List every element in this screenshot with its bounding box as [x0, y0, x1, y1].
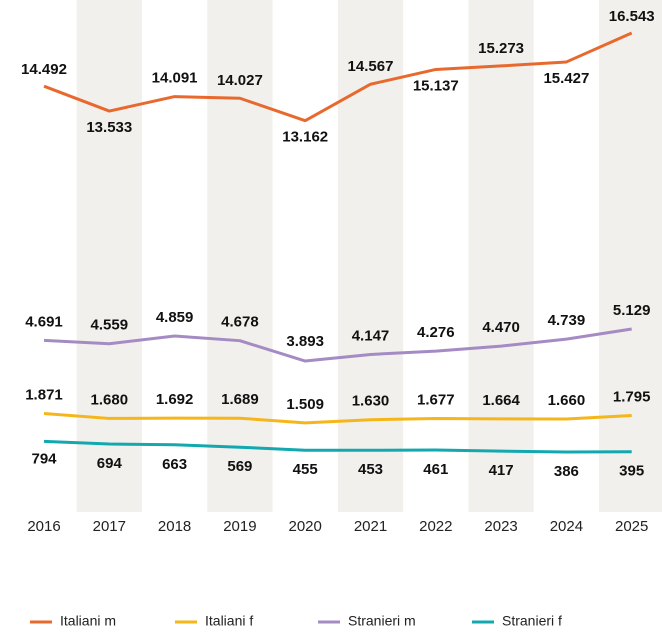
data-label: 4.859 — [156, 309, 194, 326]
legend-label: Stranieri f — [502, 613, 562, 629]
legend-label: Stranieri m — [348, 613, 416, 629]
x-tick-label: 2018 — [158, 518, 191, 535]
data-label: 14.567 — [348, 58, 394, 75]
data-label: 4.470 — [482, 319, 520, 336]
legend-label: Italiani m — [60, 613, 116, 629]
data-label: 694 — [97, 455, 123, 472]
x-tick-label: 2024 — [550, 518, 583, 535]
data-label: 1.664 — [482, 392, 520, 409]
data-label: 1.680 — [91, 391, 129, 408]
series-line — [43, 327, 632, 363]
data-label: 461 — [423, 461, 448, 478]
x-tick-label: 2023 — [484, 518, 517, 535]
data-label: 663 — [162, 456, 187, 473]
data-label: 794 — [31, 450, 57, 467]
data-label: 1.689 — [221, 391, 259, 408]
series-line — [43, 31, 633, 123]
data-label: 4.147 — [352, 327, 390, 344]
series-line — [43, 411, 632, 425]
x-tick-label: 2021 — [354, 518, 387, 535]
data-label: 16.543 — [609, 8, 655, 25]
data-label: 1.692 — [156, 391, 194, 408]
data-label: 1.660 — [548, 392, 586, 409]
data-label: 15.427 — [543, 70, 589, 87]
data-label: 4.739 — [548, 312, 586, 329]
data-label: 1.871 — [25, 386, 63, 403]
data-label: 13.533 — [86, 119, 132, 136]
series-line — [43, 439, 632, 454]
data-label: 569 — [227, 458, 252, 475]
column-band — [337, 0, 404, 512]
data-label: 453 — [358, 461, 383, 478]
data-label: 386 — [554, 463, 579, 480]
data-label: 4.559 — [91, 317, 129, 334]
data-label: 395 — [619, 463, 644, 480]
column-band — [468, 0, 534, 512]
column-band — [207, 0, 273, 512]
data-label: 1.630 — [352, 393, 390, 410]
data-label: 1.509 — [286, 396, 324, 413]
data-label: 14.027 — [217, 72, 263, 89]
data-label: 13.162 — [282, 129, 328, 146]
data-label: 5.129 — [613, 302, 651, 319]
data-label: 14.091 — [152, 70, 198, 87]
x-tick-label: 2016 — [27, 518, 60, 535]
x-tick-label: 2022 — [419, 518, 452, 535]
data-label: 4.691 — [25, 313, 63, 330]
legend-label: Italiani f — [205, 613, 253, 629]
data-label: 15.137 — [413, 77, 459, 94]
data-label: 417 — [489, 462, 514, 479]
data-label: 4.678 — [221, 314, 259, 331]
column-band — [76, 0, 142, 512]
data-label: 1.795 — [613, 388, 651, 405]
x-tick-label: 2020 — [289, 518, 322, 535]
data-label: 15.273 — [478, 40, 524, 57]
data-label: 14.492 — [21, 61, 67, 78]
x-tick-label: 2017 — [93, 518, 126, 535]
data-label: 4.276 — [417, 324, 455, 341]
data-label: 455 — [293, 461, 318, 478]
column-band — [599, 0, 662, 512]
data-label: 3.893 — [286, 333, 324, 350]
x-tick-label: 2019 — [223, 518, 256, 535]
x-tick-label: 2025 — [615, 518, 648, 535]
data-label: 1.677 — [417, 391, 455, 408]
